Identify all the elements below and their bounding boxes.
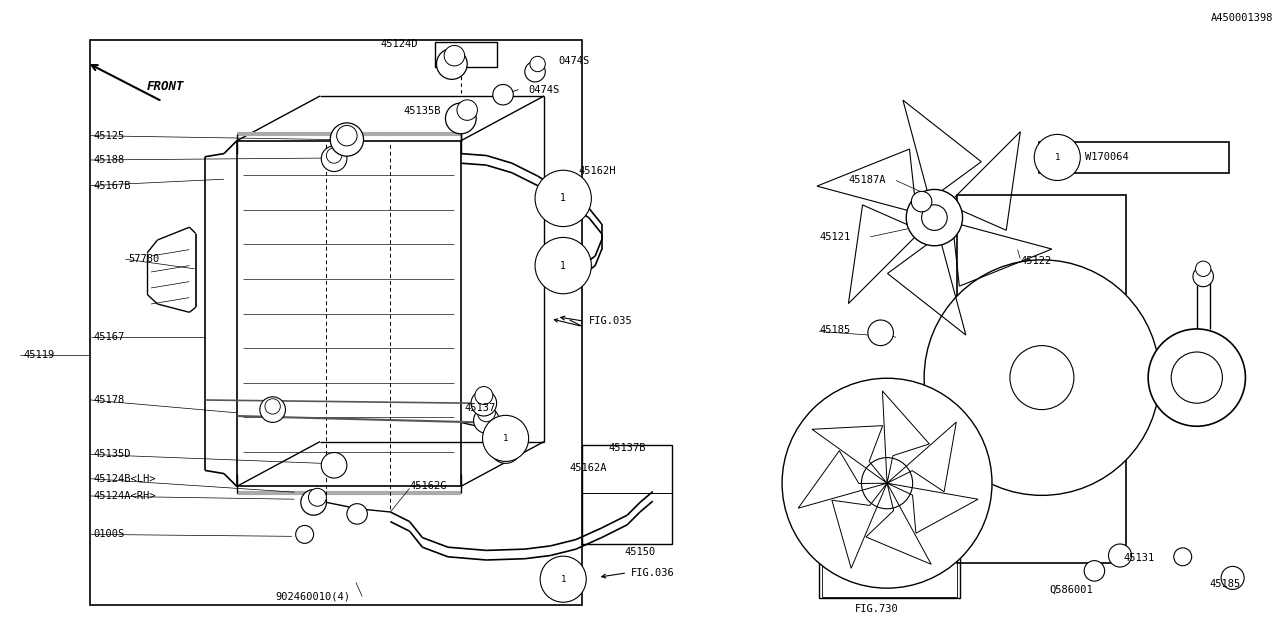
Text: 45131: 45131	[1124, 553, 1155, 563]
Text: 45124A<RH>: 45124A<RH>	[93, 491, 156, 501]
Text: 45119: 45119	[23, 350, 54, 360]
Text: FIG.036: FIG.036	[631, 568, 675, 578]
Bar	[90, 40, 582, 605]
Circle shape	[296, 525, 314, 543]
Text: 45162H: 45162H	[579, 166, 616, 176]
Ellipse shape	[861, 458, 913, 509]
Text: 45135D: 45135D	[93, 449, 131, 460]
Circle shape	[483, 415, 529, 461]
Bar	[822, 536, 957, 597]
Bar	[957, 195, 1126, 563]
Text: 45162G: 45162G	[410, 481, 447, 492]
Circle shape	[436, 49, 467, 79]
Circle shape	[540, 556, 586, 602]
Bar	[435, 42, 497, 67]
Circle shape	[1193, 266, 1213, 287]
Text: 57780: 57780	[128, 254, 159, 264]
Circle shape	[260, 397, 285, 422]
Circle shape	[911, 191, 932, 212]
Text: 1: 1	[1055, 153, 1060, 162]
Text: 45185: 45185	[819, 324, 850, 335]
Circle shape	[326, 148, 342, 163]
Text: 45167: 45167	[93, 332, 124, 342]
Circle shape	[525, 61, 545, 82]
Text: 0474S: 0474S	[558, 56, 589, 67]
Bar	[582, 445, 672, 544]
Circle shape	[330, 123, 364, 156]
Text: 1: 1	[561, 575, 566, 584]
Text: 45124D: 45124D	[380, 38, 417, 49]
Circle shape	[321, 146, 347, 172]
Text: 45124B<LH>: 45124B<LH>	[93, 474, 156, 484]
Bar	[237, 141, 461, 486]
Text: 45125: 45125	[93, 131, 124, 141]
Text: 1: 1	[561, 193, 566, 204]
Text: Q586001: Q586001	[1050, 585, 1093, 595]
Ellipse shape	[782, 378, 992, 588]
Text: FIG.035: FIG.035	[589, 316, 632, 326]
Circle shape	[1034, 134, 1080, 180]
Text: 0474S: 0474S	[529, 84, 559, 95]
Ellipse shape	[924, 260, 1160, 495]
Circle shape	[530, 56, 545, 72]
Text: 902460010(4): 902460010(4)	[275, 591, 351, 602]
Text: 45188: 45188	[93, 155, 124, 165]
Circle shape	[444, 45, 465, 66]
Ellipse shape	[1148, 329, 1245, 426]
Circle shape	[301, 490, 326, 515]
Circle shape	[347, 504, 367, 524]
Circle shape	[1108, 544, 1132, 567]
Circle shape	[457, 100, 477, 120]
Circle shape	[445, 103, 476, 134]
Circle shape	[495, 428, 516, 449]
Bar	[1039, 142, 1229, 173]
Circle shape	[265, 399, 280, 414]
Circle shape	[1174, 548, 1192, 566]
Text: 45162A: 45162A	[570, 463, 607, 474]
Ellipse shape	[1171, 352, 1222, 403]
Ellipse shape	[922, 205, 947, 230]
Text: 1: 1	[561, 260, 566, 271]
Text: A450001398: A450001398	[1211, 13, 1274, 23]
Text: 45150: 45150	[625, 547, 655, 557]
Text: 45121: 45121	[819, 232, 850, 242]
Circle shape	[1221, 566, 1244, 589]
Text: FRONT: FRONT	[147, 80, 184, 93]
Circle shape	[1084, 561, 1105, 581]
Circle shape	[337, 125, 357, 146]
Circle shape	[475, 387, 493, 404]
Circle shape	[1196, 261, 1211, 276]
Text: 45135B: 45135B	[403, 106, 440, 116]
Text: 0100S: 0100S	[93, 529, 124, 540]
Circle shape	[535, 170, 591, 227]
Circle shape	[471, 390, 497, 416]
Circle shape	[474, 408, 499, 433]
Circle shape	[868, 320, 893, 346]
Text: 45187A: 45187A	[849, 175, 886, 186]
Circle shape	[308, 488, 326, 506]
Circle shape	[493, 84, 513, 105]
Text: 45137B: 45137B	[608, 443, 645, 453]
Circle shape	[490, 433, 521, 463]
Ellipse shape	[1010, 346, 1074, 410]
Text: 1: 1	[503, 434, 508, 443]
Text: 45137: 45137	[465, 403, 495, 413]
Text: 45122: 45122	[1020, 256, 1051, 266]
Text: 45185: 45185	[1210, 579, 1240, 589]
Text: 45167B: 45167B	[93, 180, 131, 191]
Circle shape	[477, 404, 495, 422]
Text: FIG.730: FIG.730	[855, 604, 899, 614]
Circle shape	[535, 237, 591, 294]
Text: 45178: 45178	[93, 395, 124, 405]
Text: W170064: W170064	[1085, 152, 1129, 163]
Circle shape	[321, 452, 347, 478]
Bar	[819, 534, 960, 598]
Ellipse shape	[906, 189, 963, 246]
